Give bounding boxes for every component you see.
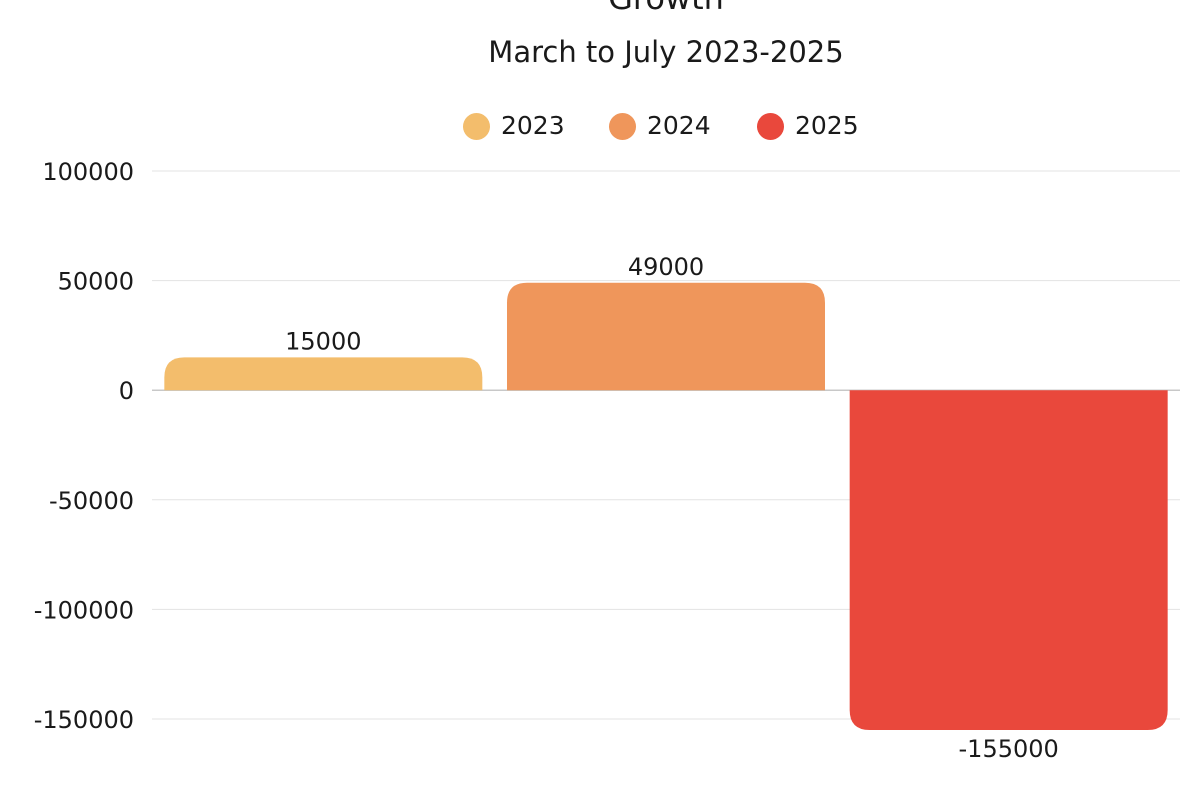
- data-label-2025: -155000: [959, 735, 1059, 763]
- legend-label-2023: 2023: [501, 111, 565, 140]
- y-tick-label: -100000: [34, 596, 134, 624]
- legend-item-2023[interactable]: 2023: [463, 110, 565, 142]
- y-tick-label: 0: [119, 377, 134, 405]
- bar-2025[interactable]: [849, 390, 1168, 730]
- data-label-2023: 15000: [285, 327, 361, 355]
- legend-item-2025[interactable]: 2025: [757, 110, 859, 142]
- y-tick-label: 50000: [58, 268, 134, 296]
- legend-swatch-2025: [757, 112, 784, 140]
- bar-2023[interactable]: [164, 357, 483, 391]
- y-tick-label: 100000: [42, 158, 134, 186]
- bar-2024[interactable]: [507, 282, 825, 391]
- chart-title: Growth: [0, 0, 1200, 18]
- legend-item-2024[interactable]: 2024: [609, 110, 711, 142]
- data-label-2024: 49000: [628, 253, 704, 281]
- y-tick-label: -150000: [34, 706, 134, 734]
- bars: [164, 282, 1168, 730]
- legend-swatch-2023: [463, 112, 490, 140]
- y-tick-label: -50000: [49, 487, 134, 515]
- legend-label-2024: 2024: [647, 111, 711, 140]
- y-axis-tick-labels: 100000 50000 0 -50000 -100000 -150000: [34, 158, 134, 734]
- legend: 2023 2024 2025: [0, 110, 1200, 142]
- legend-swatch-2024: [609, 112, 636, 140]
- chart-subtitle: March to July 2023-2025: [488, 35, 844, 69]
- data-labels: 15000 49000 -155000: [285, 253, 1059, 763]
- legend-label-2025: 2025: [795, 111, 859, 140]
